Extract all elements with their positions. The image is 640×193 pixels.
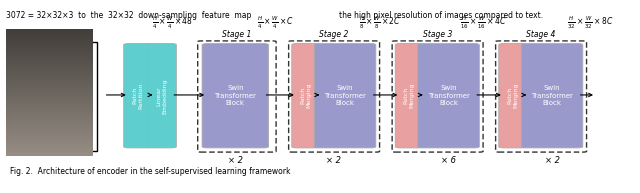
Text: $\frac{H}{16}\times\frac{W}{16}\times4C$: $\frac{H}{16}\times\frac{W}{16}\times4C$ [460, 15, 506, 31]
Text: Swin
Transformer
Block: Swin Transformer Block [324, 85, 366, 106]
Text: Stage 2: Stage 2 [319, 30, 349, 39]
Text: Patch
Partition: Patch Partition [132, 83, 144, 109]
Text: Patch
Merging: Patch Merging [403, 83, 415, 108]
Text: $H\times W\times3$: $H\times W\times3$ [37, 61, 79, 72]
Text: Linear
Embedding: Linear Embedding [156, 78, 168, 113]
Text: × 6: × 6 [441, 156, 456, 165]
Text: Swin
Transformer
Block: Swin Transformer Block [531, 85, 573, 106]
Text: Stage 4: Stage 4 [527, 30, 556, 39]
Text: Swin
Transformer
Block: Swin Transformer Block [214, 85, 256, 106]
FancyBboxPatch shape [522, 44, 583, 148]
Text: Fig. 2.  Architecture of encoder in the self-supervised learning framework: Fig. 2. Architecture of encoder in the s… [10, 167, 290, 176]
Text: 3072 = 32×32×3  to  the  32×32  down-sampling  feature  map: 3072 = 32×32×3 to the 32×32 down-samplin… [6, 11, 252, 20]
FancyBboxPatch shape [418, 44, 479, 148]
Text: × 2: × 2 [326, 156, 341, 165]
Text: Patch
Merging: Patch Merging [507, 83, 518, 108]
Text: × 2: × 2 [545, 156, 559, 165]
Text: the high pixel resolution of images compared to text.: the high pixel resolution of images comp… [339, 11, 543, 20]
FancyBboxPatch shape [499, 44, 526, 148]
Text: × 2: × 2 [228, 156, 243, 165]
Text: $\frac{H}{4}\times\frac{W}{4}\times C$: $\frac{H}{4}\times\frac{W}{4}\times C$ [257, 15, 294, 31]
Text: $\frac{H}{4}\times\frac{W}{4}\times48$: $\frac{H}{4}\times\frac{W}{4}\times48$ [152, 15, 193, 31]
FancyBboxPatch shape [148, 44, 177, 148]
Text: Patch
Merging: Patch Merging [300, 83, 311, 108]
FancyBboxPatch shape [124, 44, 152, 148]
Text: $\frac{H}{32}\times\frac{W}{32}\times8C$: $\frac{H}{32}\times\frac{W}{32}\times8C$ [566, 15, 613, 31]
Text: Swin
Transformer
Block: Swin Transformer Block [428, 85, 470, 106]
FancyBboxPatch shape [396, 44, 423, 148]
FancyBboxPatch shape [314, 44, 376, 148]
Text: Stage 1: Stage 1 [222, 30, 252, 39]
FancyBboxPatch shape [292, 44, 319, 148]
Text: $\frac{H}{8}\times\frac{W}{8}\times2C$: $\frac{H}{8}\times\frac{W}{8}\times2C$ [358, 15, 401, 31]
Text: Stage 3: Stage 3 [423, 30, 452, 39]
FancyBboxPatch shape [202, 44, 269, 148]
